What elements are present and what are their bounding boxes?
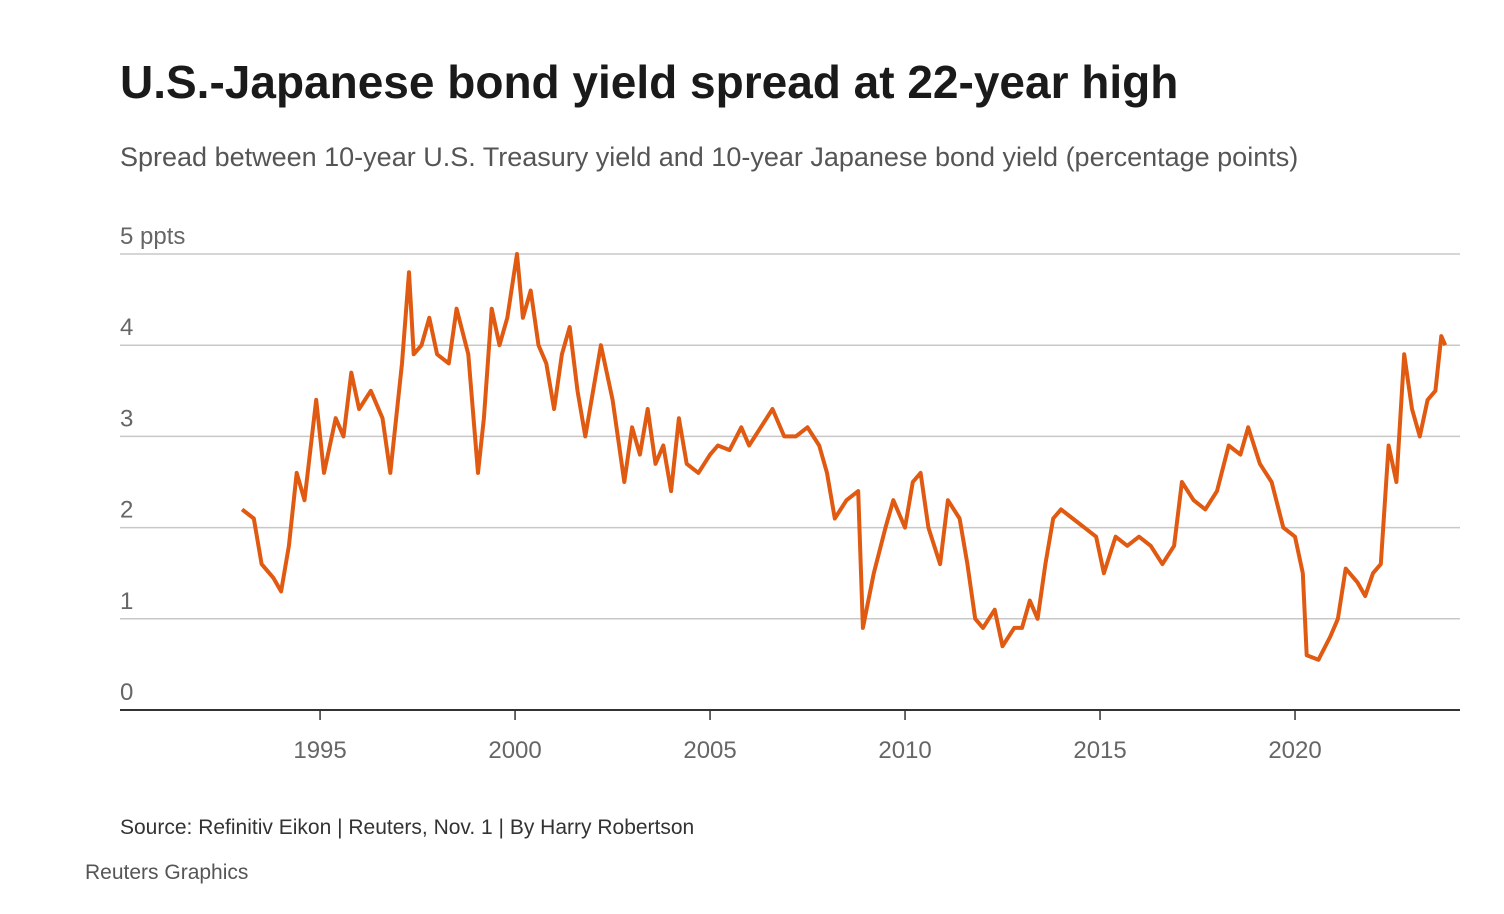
chart-subtitle: Spread between 10-year U.S. Treasury yie…	[120, 142, 1298, 172]
y-tick-label: 1	[120, 588, 133, 615]
y-tick-label: 4	[120, 314, 133, 341]
line-series	[240, 252, 1448, 662]
y-tick-label: 5 ppts	[120, 223, 185, 250]
y-tick-label: 2	[120, 497, 133, 524]
x-tick-label: 2010	[878, 737, 931, 764]
chart-title: U.S.-Japanese bond yield spread at 22-ye…	[120, 56, 1178, 108]
x-tick-label: 2020	[1268, 737, 1321, 764]
x-tick-label: 2005	[683, 737, 736, 764]
y-tick-label: 3	[120, 405, 133, 432]
credit: Reuters Graphics	[85, 861, 248, 884]
source: Source: Refinitiv Eikon | Reuters, Nov. …	[120, 816, 694, 839]
x-tick-label: 2015	[1073, 737, 1126, 764]
x-tick-label: 1995	[293, 737, 346, 764]
y-tick-label: 0	[120, 679, 133, 706]
x-tick-label: 2000	[488, 737, 541, 764]
